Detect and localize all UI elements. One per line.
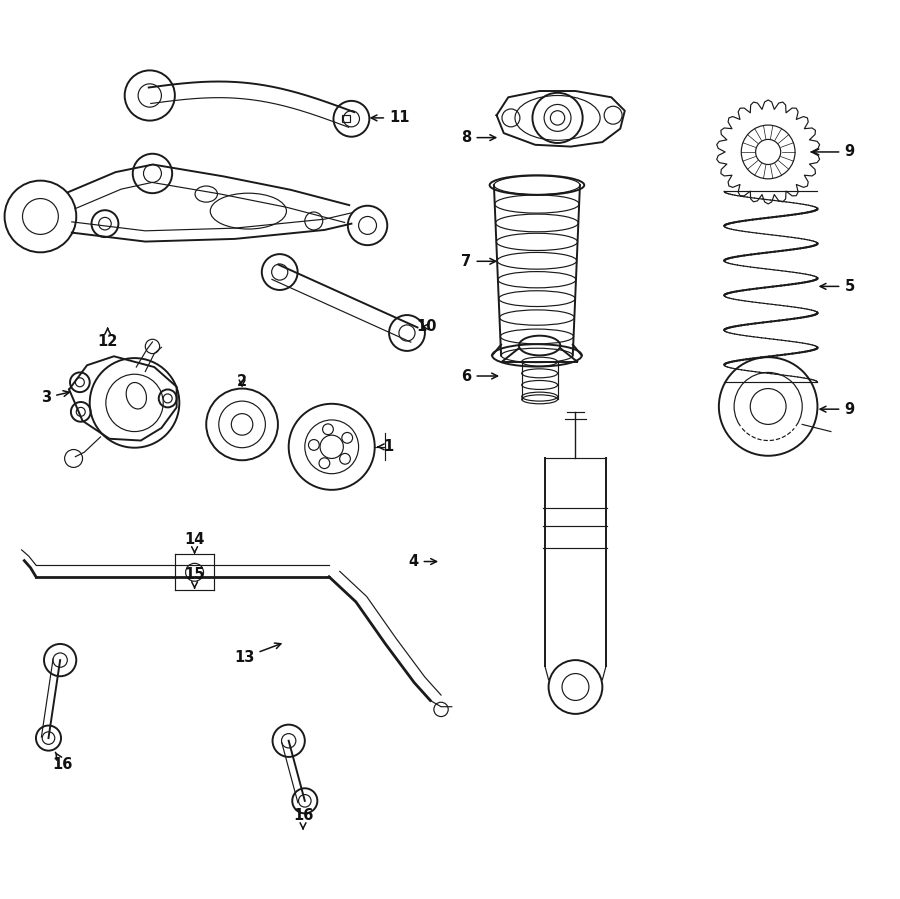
Text: 16: 16 <box>52 752 73 772</box>
Text: 10: 10 <box>416 319 436 334</box>
Text: 5: 5 <box>820 279 855 294</box>
Text: 9: 9 <box>813 145 854 159</box>
Text: 3: 3 <box>41 390 69 405</box>
Bar <box>343 115 349 122</box>
Text: 11: 11 <box>371 111 410 125</box>
Text: 13: 13 <box>234 643 281 665</box>
Text: 12: 12 <box>97 328 118 350</box>
Text: 4: 4 <box>409 554 436 569</box>
Text: 2: 2 <box>237 374 248 389</box>
Text: 16: 16 <box>292 807 313 829</box>
Text: 8: 8 <box>462 130 496 145</box>
Text: 1: 1 <box>378 440 394 454</box>
Text: 9: 9 <box>820 402 854 416</box>
Text: 6: 6 <box>462 369 498 384</box>
Text: 15: 15 <box>184 567 205 588</box>
Text: 7: 7 <box>462 254 496 269</box>
Text: 14: 14 <box>184 531 205 553</box>
